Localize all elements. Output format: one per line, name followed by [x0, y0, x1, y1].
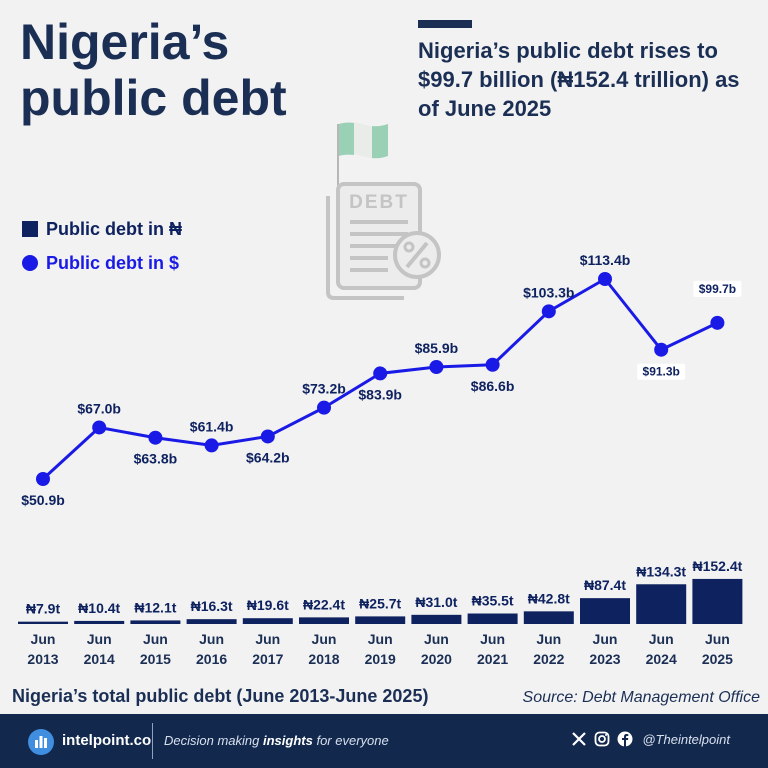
- tagline-post: for everyone: [316, 733, 389, 748]
- bar-label-11: ₦134.3t: [636, 563, 686, 579]
- usd-point-10: [598, 272, 612, 286]
- legend-label-naira: Public debt in ₦: [46, 218, 183, 239]
- svg-text:DEBT: DEBT: [349, 192, 409, 213]
- usd-point-0: [36, 472, 50, 486]
- facebook-icon[interactable]: [617, 731, 633, 747]
- x-tick-7: Jun 2020: [421, 631, 452, 667]
- usd-label-bg-12: [693, 280, 742, 297]
- bar-3: [186, 619, 237, 624]
- tagline: Decision making insights for everyone: [164, 733, 389, 748]
- usd-label-8: $86.6b: [471, 378, 515, 394]
- usd-point-5: [317, 400, 331, 415]
- legend-swatch-usd: [22, 255, 38, 271]
- chart-legend: Public debt in ₦ Public debt in $: [22, 212, 182, 280]
- usd-label-4: $64.2b: [246, 449, 290, 465]
- usd-label-11: $91.3b: [643, 365, 680, 379]
- bar-label-10: ₦87.4t: [584, 577, 626, 593]
- x-tick-0: Jun 2013: [27, 631, 58, 667]
- bar-label-5: ₦22.4t: [303, 596, 345, 612]
- bar-label-4: ₦19.6t: [247, 597, 289, 613]
- x-tick-6: Jun 2019: [365, 631, 396, 667]
- main-title-line2: public debt: [20, 70, 287, 126]
- intelpoint-logo-icon: [28, 729, 54, 755]
- chart-title: Nigeria’s total public debt (June 2013-J…: [12, 686, 429, 706]
- main-title-line1: Nigeria’s: [20, 14, 230, 70]
- social-handle[interactable]: @Theintelpoint: [642, 731, 730, 747]
- usd-label-3: $61.4b: [190, 418, 234, 434]
- usd-point-12: [710, 315, 725, 330]
- usd-point-8: [485, 357, 500, 372]
- usd-point-6: [373, 366, 388, 381]
- x-icon[interactable]: [571, 731, 587, 747]
- bar-label-2: ₦12.1t: [134, 599, 176, 615]
- usd-point-4: [260, 429, 275, 444]
- x-tick-2: Jun 2015: [140, 631, 171, 667]
- bar-1: [74, 620, 125, 624]
- accent-bar: [418, 20, 472, 28]
- nigeria-flag-icon: [337, 122, 388, 215]
- x-tick-1: Jun 2014: [84, 631, 115, 667]
- footer-divider: [152, 723, 153, 759]
- bar-12: [692, 578, 743, 624]
- tagline-pre: Decision making: [164, 733, 260, 748]
- social-links: @Theintelpoint: [571, 731, 730, 747]
- usd-point-7: [429, 360, 444, 374]
- legend-item-naira: Public debt in ₦: [22, 212, 182, 246]
- bar-label-7: ₦31.0t: [415, 594, 457, 610]
- source-note: Source: Debt Management Office: [522, 689, 760, 706]
- bar-label-9: ₦42.8t: [528, 590, 570, 606]
- x-tick-12: Jun 2025: [702, 631, 733, 667]
- headline: Nigeria’s public debt rises to $99.7 bil…: [418, 38, 740, 121]
- bar-5: [299, 617, 349, 624]
- bar-11: [636, 584, 687, 624]
- usd-label-10: $113.4b: [580, 252, 631, 268]
- bar-10: [580, 598, 630, 624]
- usd-label-7: $85.9b: [415, 340, 459, 356]
- bar-7: [411, 614, 462, 624]
- tagline-em: insights: [263, 733, 313, 748]
- usd-label-12: $99.7b: [699, 282, 736, 296]
- usd-point-9: [541, 304, 556, 319]
- bar-9: [523, 611, 574, 624]
- usd-point-2: [148, 430, 163, 445]
- bar-6: [355, 616, 406, 624]
- legend-item-usd: Public debt in $: [22, 246, 182, 280]
- bar-8: [467, 613, 518, 624]
- usd-label-5: $73.2b: [302, 381, 346, 397]
- percent-badge-icon: [393, 231, 441, 279]
- bar-label-0: ₦7.9t: [26, 601, 61, 617]
- x-tick-10: Jun 2023: [589, 631, 620, 667]
- usd-line: [41, 277, 719, 481]
- bar-label-8: ₦35.5t: [472, 592, 514, 608]
- usd-point-3: [204, 438, 219, 453]
- footer-bar: intelpoint.co Decision making insights f…: [0, 714, 768, 768]
- x-tick-5: Jun 2018: [308, 631, 339, 667]
- legend-swatch-naira: [22, 221, 38, 237]
- bar-0: [18, 621, 68, 624]
- usd-label-bg-11: [637, 363, 686, 380]
- bar-label-3: ₦16.3t: [191, 598, 233, 614]
- x-tick-8: Jun 2021: [477, 631, 508, 667]
- usd-point-11: [654, 342, 669, 357]
- bar-label-6: ₦25.7t: [359, 595, 401, 611]
- bar-4: [242, 618, 293, 624]
- x-tick-11: Jun 2024: [646, 631, 677, 667]
- bar-label-12: ₦152.4t: [692, 558, 742, 574]
- main-title: Nigeria’s public debt: [20, 14, 287, 126]
- usd-point-1: [92, 420, 107, 435]
- bar-label-1: ₦10.4t: [78, 600, 120, 616]
- instagram-icon[interactable]: [594, 731, 610, 747]
- usd-label-0: $50.9b: [21, 492, 65, 508]
- x-tick-4: Jun 2017: [252, 631, 283, 667]
- usd-label-2: $63.8b: [134, 451, 178, 467]
- usd-label-1: $67.0b: [77, 400, 121, 416]
- x-tick-3: Jun 2016: [196, 631, 227, 667]
- usd-label-6: $83.9b: [358, 386, 402, 402]
- bar-2: [130, 620, 181, 624]
- x-tick-9: Jun 2022: [533, 631, 564, 667]
- debt-document-icon: DEBT: [326, 182, 422, 300]
- legend-label-usd: Public debt in $: [46, 252, 180, 273]
- brand-name[interactable]: intelpoint.co: [62, 732, 152, 749]
- usd-label-9: $103.3b: [523, 284, 574, 300]
